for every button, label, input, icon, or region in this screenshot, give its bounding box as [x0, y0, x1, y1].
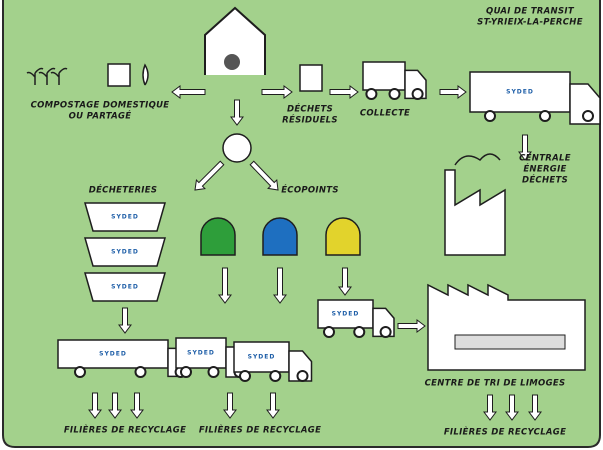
logo: SYDED — [248, 354, 276, 361]
logo: SYDED — [111, 284, 139, 291]
node-label: ÉCOPOINTS — [281, 184, 339, 196]
node-label: CENTRE DE TRI DE LIMOGES — [425, 379, 566, 389]
ecopoint-bin — [201, 218, 235, 255]
wheel — [381, 327, 391, 337]
wheel — [324, 327, 334, 337]
wheel — [540, 111, 550, 121]
recycle-symbol — [223, 134, 251, 162]
diagram: SYDED SYDED SYDED SYDED SYDED SYDED SYDED SYDED… — [0, 0, 603, 450]
wheel — [298, 371, 308, 381]
wheel — [136, 367, 146, 377]
logo: SYDED — [506, 89, 534, 96]
wheel — [270, 371, 280, 381]
conveyor — [455, 335, 565, 349]
node-label: COMPOSTAGE DOMESTIQUE — [31, 101, 170, 111]
wheel — [366, 89, 376, 99]
node-label: DÉCHETERIES — [89, 184, 158, 196]
node-label: ÉNERGIE — [523, 163, 566, 175]
node-label: OU PARTAGÉ — [69, 110, 132, 122]
node-label: DÉCHETS — [287, 103, 333, 115]
logo: SYDED — [111, 249, 139, 256]
wheel — [354, 327, 364, 337]
residual-bin — [300, 65, 322, 91]
wheel — [390, 89, 400, 99]
wheel — [583, 111, 593, 121]
node-label: FILIÈRES DE RECYCLAGE — [64, 425, 186, 436]
truck-box — [363, 62, 405, 90]
logo: SYDED — [187, 350, 215, 357]
wheel — [485, 111, 495, 121]
compost-bin — [108, 64, 130, 86]
wheel — [75, 367, 85, 377]
node-label: FILIÈRES DE RECYCLAGE — [199, 425, 321, 436]
logo: SYDED — [99, 351, 127, 358]
page: {"logo": "SYDED", "nodes": [ {"label": [… — [0, 0, 603, 450]
apple-core — [143, 65, 148, 85]
node-label: DÉCHETS — [522, 174, 568, 186]
wheel — [413, 89, 423, 99]
person — [224, 54, 240, 70]
node-label: QUAI DE TRANSIT — [486, 7, 575, 17]
node-label: CENTRALE — [519, 154, 571, 164]
logo: SYDED — [111, 214, 139, 221]
node-label: RÉSIDUELS — [282, 114, 338, 126]
ecopoint-bin — [326, 218, 360, 255]
ecopoint-bin — [263, 218, 297, 255]
node-label: ST-YRIEIX-LA-PERCHE — [477, 18, 583, 28]
node-label: COLLECTE — [360, 109, 410, 119]
logo: SYDED — [332, 311, 360, 318]
wheel — [209, 367, 219, 377]
node-label: FILIÈRES DE RECYCLAGE — [444, 427, 566, 438]
wheel — [181, 367, 191, 377]
wheel — [240, 371, 250, 381]
